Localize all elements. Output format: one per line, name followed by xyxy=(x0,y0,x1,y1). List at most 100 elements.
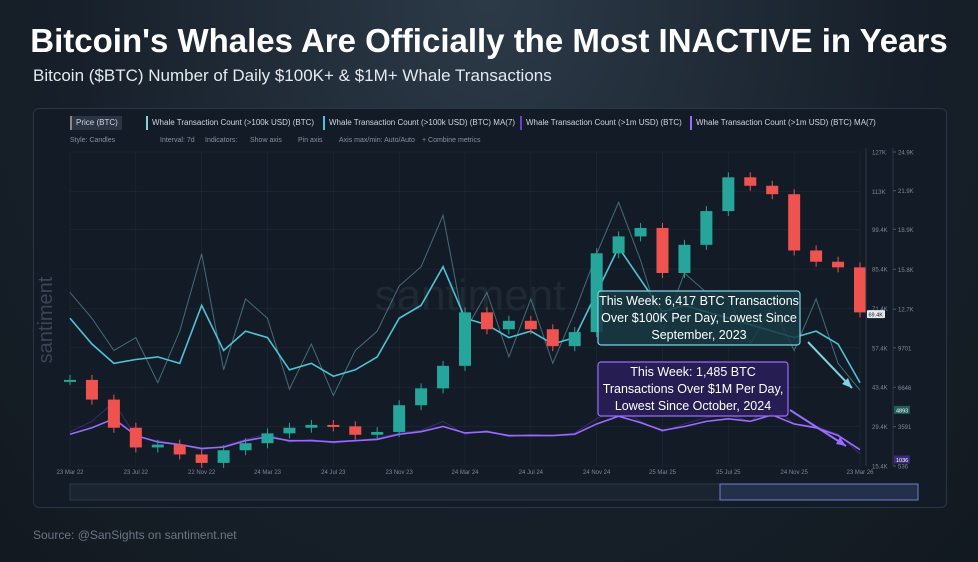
candle xyxy=(854,267,866,313)
setting[interactable]: Axis max/min: Auto/Auto xyxy=(339,137,415,144)
series-line xyxy=(69,414,861,451)
title: Bitcoin's Whales Are Officially the Most… xyxy=(30,22,948,59)
annotation-text: This Week: 1,485 BTC xyxy=(630,365,756,379)
y2-tick-label: 21.9K xyxy=(898,189,914,195)
y2-tag-label: 1036 xyxy=(896,458,908,464)
watermark: santiment xyxy=(375,271,566,320)
candle xyxy=(546,329,559,347)
candle xyxy=(459,312,471,366)
y-tick-label: 29.4K xyxy=(872,425,888,431)
x-tick-label: 24 Mar 23 xyxy=(254,470,282,476)
x-tick-label: 24 Nov 25 xyxy=(780,470,808,476)
x-tick-label: 25 Jul 25 xyxy=(716,470,741,476)
candle xyxy=(371,431,384,435)
y-tick-label: 43.4K xyxy=(872,386,888,392)
x-tick-label: 23 Mar 26 xyxy=(846,470,874,476)
x-tick-label: 24 Jul 24 xyxy=(519,470,544,476)
legend-tab[interactable]: Whale Transaction Count (>1m USD) (BTC) … xyxy=(690,116,880,130)
legend-tab[interactable]: Whale Transaction Count (>100k USD) (BTC… xyxy=(323,116,519,130)
candle xyxy=(195,454,208,463)
candle xyxy=(261,433,274,444)
annotation-text: This Week: 6,417 BTC Transactions xyxy=(599,294,799,308)
candle xyxy=(524,320,537,330)
candle xyxy=(656,227,669,273)
candle xyxy=(85,379,98,400)
annotation-box xyxy=(597,361,789,417)
candle xyxy=(634,227,647,237)
candle xyxy=(788,194,801,251)
x-tick-label: 24 Jul 23 xyxy=(321,470,346,476)
candle xyxy=(722,177,735,212)
candle xyxy=(437,365,450,389)
candle xyxy=(283,427,296,434)
candle xyxy=(217,450,230,463)
y2-tick-label: 536 xyxy=(898,465,909,471)
annotation-text: September, 2023 xyxy=(651,328,746,342)
x-tick-label: 25 Mar 25 xyxy=(649,470,677,476)
watermark: santiment xyxy=(35,276,57,363)
candle xyxy=(64,379,76,382)
source: Source: @SanSights on santiment.net xyxy=(33,528,237,542)
candle xyxy=(700,211,713,245)
price-tag-label: 69.4K xyxy=(869,313,884,319)
candle xyxy=(744,177,757,186)
navigator-window[interactable] xyxy=(719,483,919,501)
annotation-box xyxy=(597,290,801,346)
price-tag xyxy=(867,310,885,319)
candle xyxy=(393,405,406,432)
candle xyxy=(151,444,164,448)
candle xyxy=(239,443,252,451)
x-tick-label: 24 Nov 24 xyxy=(583,470,611,476)
x-tick-label: 23 Mar 22 xyxy=(56,470,84,476)
x-tick-label: 23 Nov 23 xyxy=(385,470,413,476)
y-tick-label: 15.4K xyxy=(872,465,888,471)
candle xyxy=(480,312,493,330)
y-tick-label: 127K xyxy=(872,151,886,157)
y2-tick-label: 15.8K xyxy=(898,268,914,274)
annotation-text: Over $100K Per Day, Lowest Since xyxy=(601,311,797,325)
legend-tab[interactable]: Whale Transaction Count (>100k USD) (BTC… xyxy=(146,116,318,130)
candle xyxy=(305,424,318,428)
setting[interactable]: Interval: 7d xyxy=(160,137,195,144)
setting[interactable]: Show axis xyxy=(250,137,282,144)
candle xyxy=(502,320,515,330)
candle xyxy=(810,250,823,262)
y2-tag xyxy=(894,405,910,414)
candle xyxy=(415,388,428,406)
y-tick-label: 99.4K xyxy=(872,228,888,234)
candle xyxy=(612,236,625,254)
setting[interactable]: Indicators: xyxy=(205,137,238,144)
annotation-text: Transactions Over $1M Per Day, xyxy=(603,382,784,396)
candle xyxy=(327,424,340,427)
y2-tick-label: 9701 xyxy=(898,346,912,352)
setting[interactable]: Style: Candles xyxy=(70,137,116,144)
y-tick-label: 71.4K xyxy=(872,307,888,313)
x-tick-label: 23 Jul 22 xyxy=(124,470,149,476)
candle xyxy=(832,261,845,268)
y2-tag xyxy=(894,455,910,464)
arrow xyxy=(807,341,853,389)
y2-tick-label: 12.7K xyxy=(898,308,914,314)
arrow-head xyxy=(836,437,846,446)
candle xyxy=(349,426,362,435)
x-tick-label: 22 Nov 22 xyxy=(188,470,216,476)
y2-tick-label: 24.9K xyxy=(898,151,914,157)
candle xyxy=(678,244,691,273)
y2-tick-label: 6646 xyxy=(898,386,912,392)
y-tick-label: 85.4K xyxy=(872,268,888,274)
y2-tick-label: 3591 xyxy=(898,425,912,431)
annotation-text: Lowest Since October, 2024 xyxy=(615,399,771,413)
legend-tab[interactable]: Price (BTC) xyxy=(70,116,122,130)
legend-tab[interactable]: Whale Transaction Count (>1m USD) (BTC) xyxy=(520,116,686,130)
arrow-head xyxy=(842,378,852,388)
setting[interactable]: + Combine metrics xyxy=(422,137,481,144)
candle xyxy=(107,399,120,428)
x-tick-label: 24 Mar 24 xyxy=(451,470,479,476)
arrow xyxy=(789,409,847,447)
candle xyxy=(129,427,142,448)
candle xyxy=(766,185,779,195)
setting[interactable]: Pin axis xyxy=(298,137,323,144)
y2-tick-label: 18.9K xyxy=(898,228,914,234)
